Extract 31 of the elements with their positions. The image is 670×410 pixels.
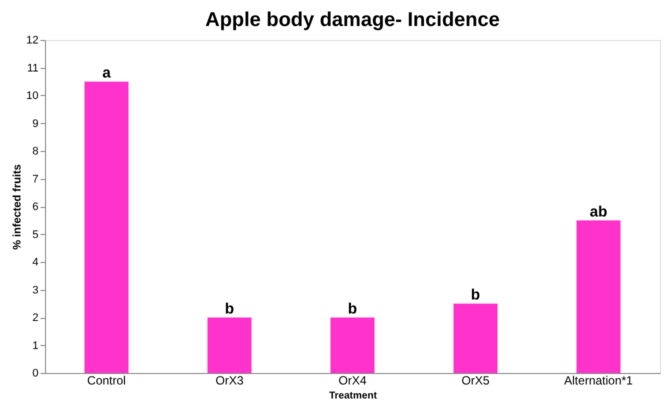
- annotation: a: [102, 64, 112, 82]
- y-tick-label: 2: [32, 312, 38, 324]
- y-axis-title: % infected fruits: [11, 164, 24, 250]
- annotation: b: [224, 300, 234, 318]
- x-tick-label: OrX4: [338, 374, 367, 388]
- x-tick-label: Control: [87, 374, 126, 388]
- y-tick-label: 9: [32, 118, 38, 130]
- y-tick-label: 6: [32, 201, 38, 213]
- x-axis-title: Treatment: [329, 390, 378, 402]
- bar: [330, 318, 374, 373]
- y-tick-label: 8: [32, 146, 38, 158]
- bar: [454, 304, 498, 373]
- bar: [84, 82, 128, 373]
- y-tick-label: 4: [32, 256, 38, 268]
- chart-title: Apple body damage- Incidence: [205, 9, 500, 31]
- y-tick-label: 1: [32, 340, 38, 352]
- y-tick-label: 3: [32, 284, 38, 296]
- x-tick-label: OrX3: [215, 374, 244, 388]
- x-tick-label: OrX5: [461, 374, 490, 388]
- y-tick-label: 7: [32, 173, 38, 186]
- annotation: ab: [590, 203, 608, 220]
- y-tick-label: 11: [27, 62, 38, 74]
- y-tick-label: 0: [32, 368, 38, 380]
- y-tick-label: 5: [32, 228, 38, 241]
- annotation: b: [348, 300, 358, 318]
- bar: [208, 318, 252, 373]
- y-tick-label: 10: [26, 90, 38, 102]
- annotation: b: [470, 286, 480, 304]
- bar: [576, 220, 620, 373]
- y-tick-label: 12: [26, 34, 38, 46]
- x-tick-label: Alternation*1: [564, 374, 634, 388]
